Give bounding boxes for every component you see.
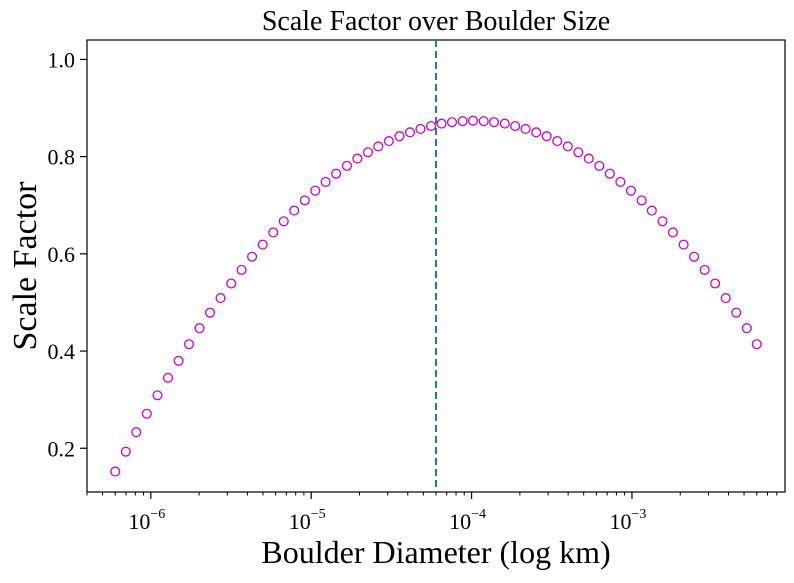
data-point: [152, 390, 163, 401]
data-point: [426, 120, 437, 132]
chart-title: Scale Factor over Boulder Size: [262, 6, 610, 37]
data-point: [320, 176, 331, 187]
data-point: [741, 323, 752, 334]
y-axis-ticks: 0.2 0.4 0.6 0.8 1.0: [48, 47, 87, 461]
data-point: [710, 278, 721, 289]
data-points: [110, 115, 762, 477]
data-point: [541, 131, 552, 142]
data-point: [751, 339, 762, 350]
x-tick-label: 10−3: [610, 507, 647, 534]
data-point: [646, 205, 657, 216]
y-tick-label: 0.8: [48, 145, 76, 170]
x-axis-ticks: 10−6 10−5 10−4 10−3: [128, 492, 646, 534]
data-point: [625, 185, 636, 196]
data-point: [141, 408, 152, 419]
x-minor-ticks: [86, 492, 778, 496]
y-tick-label: 0.2: [48, 436, 76, 461]
data-point: [394, 131, 405, 142]
y-axis-label: Scale Factor: [7, 181, 44, 351]
data-point: [173, 355, 184, 366]
data-point: [299, 195, 310, 206]
data-point: [573, 147, 584, 158]
data-point: [562, 141, 573, 152]
x-axis-label: Boulder Diameter (log km): [261, 534, 610, 570]
data-point: [699, 264, 710, 275]
y-tick-label: 1.0: [48, 47, 76, 72]
data-point: [510, 120, 521, 132]
data-point: [383, 136, 394, 147]
data-point: [531, 127, 542, 138]
data-point: [520, 123, 531, 134]
data-point: [615, 176, 626, 187]
data-point: [415, 123, 426, 134]
data-point: [583, 153, 594, 164]
data-point: [604, 168, 615, 179]
data-point: [467, 115, 479, 126]
data-point: [289, 205, 300, 216]
data-point: [310, 185, 321, 196]
data-point: [689, 251, 700, 262]
data-point: [131, 427, 142, 438]
data-point: [362, 147, 374, 158]
data-point: [731, 307, 742, 318]
y-tick-label: 0.6: [48, 242, 76, 267]
data-point: [215, 293, 226, 304]
data-point: [183, 339, 195, 350]
data-point: [457, 116, 468, 127]
data-point: [226, 278, 237, 289]
data-point: [120, 446, 131, 457]
data-point: [657, 216, 668, 227]
data-point: [331, 168, 342, 179]
x-tick-label: 10−6: [128, 507, 165, 534]
data-point: [247, 251, 258, 262]
data-point: [341, 160, 352, 171]
x-tick-label: 10−4: [449, 507, 486, 534]
data-point: [594, 160, 605, 171]
data-point: [278, 216, 289, 227]
data-point: [636, 195, 647, 206]
data-point: [268, 227, 279, 238]
data-point: [720, 293, 731, 304]
data-point: [162, 372, 174, 383]
data-point: [110, 466, 121, 477]
data-point: [352, 153, 363, 164]
data-point: [436, 118, 447, 129]
data-point: [373, 141, 384, 152]
data-point: [404, 127, 416, 138]
data-point: [446, 117, 458, 128]
data-point: [204, 307, 216, 318]
data-point: [488, 117, 500, 128]
data-point: [499, 118, 510, 129]
y-tick-label: 0.4: [48, 339, 76, 364]
data-point: [194, 323, 205, 334]
data-point: [552, 136, 563, 147]
data-point: [478, 116, 489, 127]
data-point: [257, 239, 268, 250]
data-point: [678, 239, 689, 250]
data-point: [236, 264, 247, 275]
data-point: [667, 227, 678, 238]
x-tick-label: 10−5: [289, 507, 326, 534]
